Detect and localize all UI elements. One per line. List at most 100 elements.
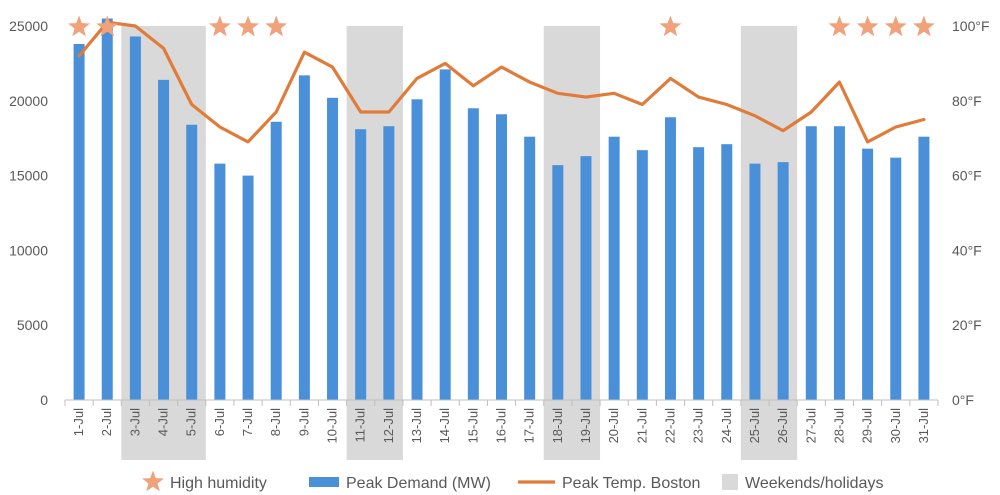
x-axis-tick-label: 6-Jul [212,408,227,436]
demand-bar [101,18,113,401]
x-axis-tick-label: 21-Jul [634,408,649,444]
demand-bar [749,163,761,400]
right-axis-tick-label: 0°F [952,392,974,408]
right-axis-tick-label: 80°F [952,93,982,109]
temperature-series-line [77,20,926,144]
legend-star-icon [142,470,164,492]
legend-shade-swatch [722,474,738,490]
demand-bar [327,97,339,401]
demand-bar [890,157,902,400]
x-axis-tick-label: 23-Jul [691,408,706,444]
x-axis-tick-label: 12-Jul [381,408,396,444]
weekend-shade-band [346,26,403,460]
demand-bar [158,79,170,400]
demand-bar [833,126,845,401]
left-axis-tick-label: 10000 [9,242,48,258]
demand-bar [552,165,564,400]
x-axis-tick-label: 10-Jul [325,408,340,444]
humidity-star-icon [912,15,935,37]
humidity-star-icon [68,15,91,37]
humidity-star-icon [856,15,879,37]
demand-bar [186,124,198,401]
legend: High humidity Peak Demand (MW) Peak Temp. … [142,470,883,492]
demand-bar [918,136,930,401]
right-axis-tick-label: 20°F [952,317,982,333]
left-axis-tick-label: 15000 [9,168,48,184]
left-axis-ticks: 0 5000 10000 15000 20000 25000 [9,18,48,408]
right-axis-ticks: 0°F 20°F 40°F 60°F 80°F 100°F [952,18,990,408]
x-axis-tick-label: 7-Jul [240,408,255,436]
x-axis-tick-label: 11-Jul [353,408,368,443]
demand-bar [721,144,733,400]
demand-bar [270,121,282,400]
x-axis-tick-label: 18-Jul [550,408,565,444]
demand-bar [298,75,310,401]
x-axis-tick-label: 29-Jul [860,408,875,444]
x-axis-tick-label: 19-Jul [578,408,593,444]
humidity-star-icon [828,15,851,37]
x-axis-ticks: 1-Jul 2-Jul 3-Jul 4-Jul 5-Jul 6-Jul 7-Jul 8-Jul… [71,408,931,444]
x-axis-tick-label: 16-Jul [494,408,509,444]
x-axis-tick-label: 2-Jul [99,408,114,436]
humidity-star-icon [884,15,907,37]
x-axis-tick-label: 8-Jul [268,408,283,436]
humidity-star-icon [265,15,288,37]
x-axis-tick-label: 15-Jul [465,408,480,444]
humidity-star-icon [96,15,119,37]
x-axis-tick-label: 9-Jul [296,408,311,436]
x-axis-tick-label: 25-Jul [747,408,762,444]
demand-bar [805,126,817,401]
x-axis-tick-label: 27-Jul [803,408,818,444]
demand-bar [496,114,507,400]
demand-bar [73,43,85,401]
x-axis-tick-label: 5-Jul [184,408,199,436]
legend-label: Weekends/holidays [745,475,883,492]
legend-label: Peak Demand (MW) [346,475,491,492]
humidity-stars [68,15,935,37]
x-axis-tick-label: 22-Jul [662,408,677,444]
demand-bar [411,99,423,400]
x-axis-tick-label: 14-Jul [437,408,452,444]
demand-bar [383,126,395,401]
demand-bar [355,129,367,400]
x-axis-tick-label: 28-Jul [831,408,846,444]
x-axis-tick-label: 17-Jul [522,408,537,444]
x-axis-tick-label: 30-Jul [888,408,903,444]
demand-bar [608,136,620,401]
x-axis-tick-label: 20-Jul [606,408,621,444]
demand-bar [580,156,592,400]
demand-bars [73,18,930,401]
x-axis-tick-label: 31-Jul [916,408,931,444]
demand-bar [129,36,141,401]
x-axis-tick-label: 13-Jul [409,408,424,444]
demand-bar [664,117,676,401]
demand-bar [467,108,479,400]
axes [64,399,939,406]
demand-bar [636,150,648,400]
legend-label: Peak Temp. Boston [562,475,700,492]
demand-bar [524,136,536,401]
humidity-star-icon [659,15,682,37]
x-axis-tick-label: 1-Jul [71,408,86,436]
weekend-shade-band [740,26,798,460]
right-axis-tick-label: 40°F [952,242,982,258]
demand-bar [777,162,789,400]
legend-label: High humidity [170,475,267,492]
demand-bar [439,69,451,400]
demand-bar [693,147,705,400]
right-axis-tick-label: 60°F [952,168,982,184]
x-axis-tick-label: 24-Jul [719,408,734,444]
humidity-star-icon [208,15,231,37]
x-axis-tick-label: 3-Jul [127,408,142,436]
left-axis-tick-label: 0 [40,392,48,408]
humidity-star-icon [237,15,259,37]
temperature-line [77,20,926,144]
right-axis-tick-label: 100°F [952,18,990,34]
demand-bar [214,163,226,400]
demand-bar [862,148,874,400]
x-axis-tick-label: 4-Jul [156,408,171,436]
x-axis-tick-label: 26-Jul [775,408,790,444]
left-axis-tick-label: 5000 [17,317,48,333]
left-axis-tick-label: 25000 [9,18,48,34]
